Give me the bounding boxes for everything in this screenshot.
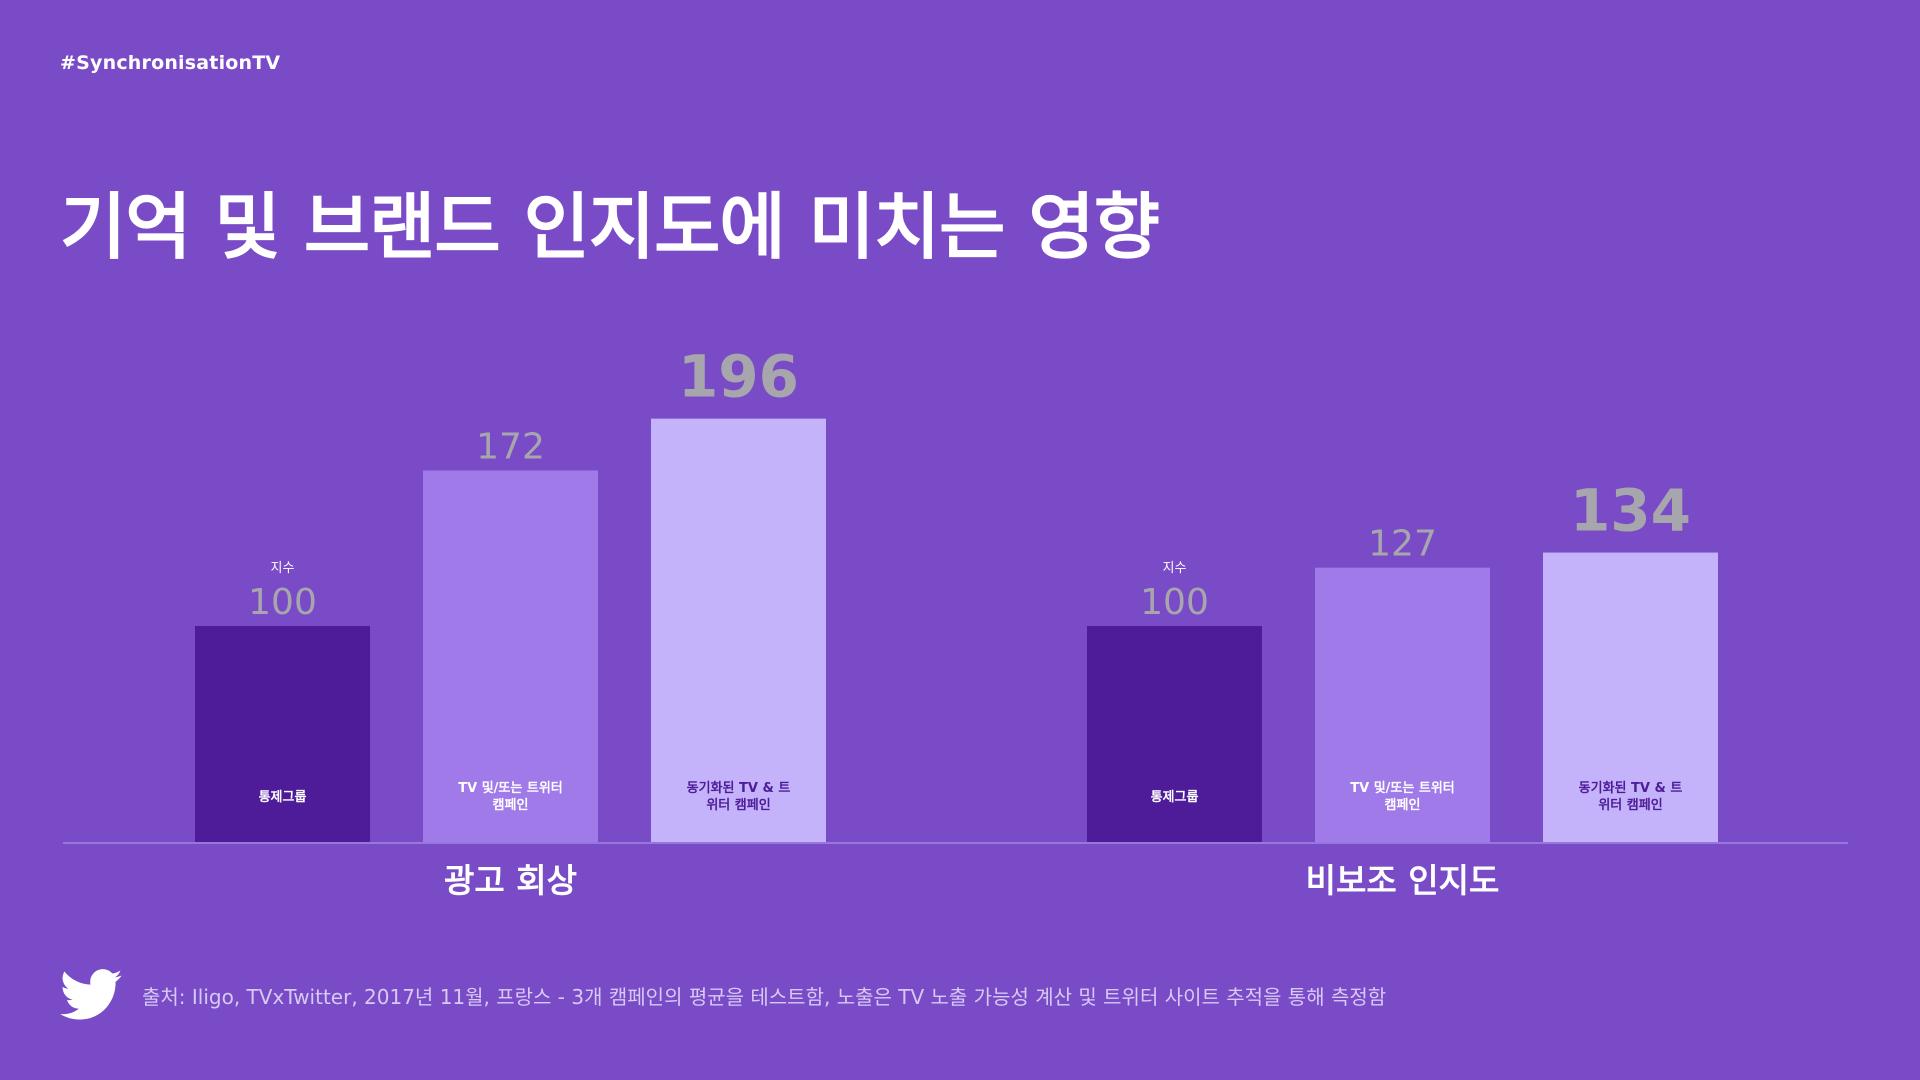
hashtag: #SynchronisationTV xyxy=(60,52,281,74)
series-label: 캠페인 xyxy=(493,797,529,813)
series-label: 통제그룹 xyxy=(1151,789,1199,805)
series-label: 동기화된 TV & 트 xyxy=(1579,780,1683,796)
twitter-bird-icon xyxy=(60,969,122,1020)
page-title: 기억 및 브랜드 인지도에 미치는 영향 xyxy=(60,185,1160,269)
bar xyxy=(1315,567,1490,842)
bar xyxy=(1543,552,1718,842)
value-label: 127 xyxy=(1368,524,1437,565)
category-label: 광고 회상 xyxy=(444,861,577,900)
index-label: 지수 xyxy=(271,561,295,576)
series-label: TV 및/또는 트위터 xyxy=(458,780,563,796)
bar xyxy=(195,626,370,842)
category-label: 비보조 인지도 xyxy=(1306,861,1500,900)
source-note: 출처: Iligo, TVxTwitter, 2017년 11월, 프랑스 - … xyxy=(142,984,1387,1009)
footer: 출처: Iligo, TVxTwitter, 2017년 11월, 프랑스 - … xyxy=(60,968,1386,1022)
bar xyxy=(651,418,826,842)
value-label: 172 xyxy=(476,426,545,467)
value-label: 134 xyxy=(1570,477,1691,545)
series-label: 동기화된 TV & 트 xyxy=(687,780,791,796)
index-label: 지수 xyxy=(1163,561,1187,576)
series-label: 위터 캠페인 xyxy=(706,797,770,813)
value-label: 100 xyxy=(1140,582,1209,623)
series-label: 통제그룹 xyxy=(259,789,307,805)
series-label: 캠페인 xyxy=(1385,797,1421,813)
value-label: 100 xyxy=(248,582,317,623)
bar xyxy=(423,470,598,842)
series-label: 위터 캠페인 xyxy=(1598,797,1662,813)
value-label: 196 xyxy=(678,343,799,411)
series-label: TV 및/또는 트위터 xyxy=(1350,780,1455,796)
bar xyxy=(1087,626,1262,842)
